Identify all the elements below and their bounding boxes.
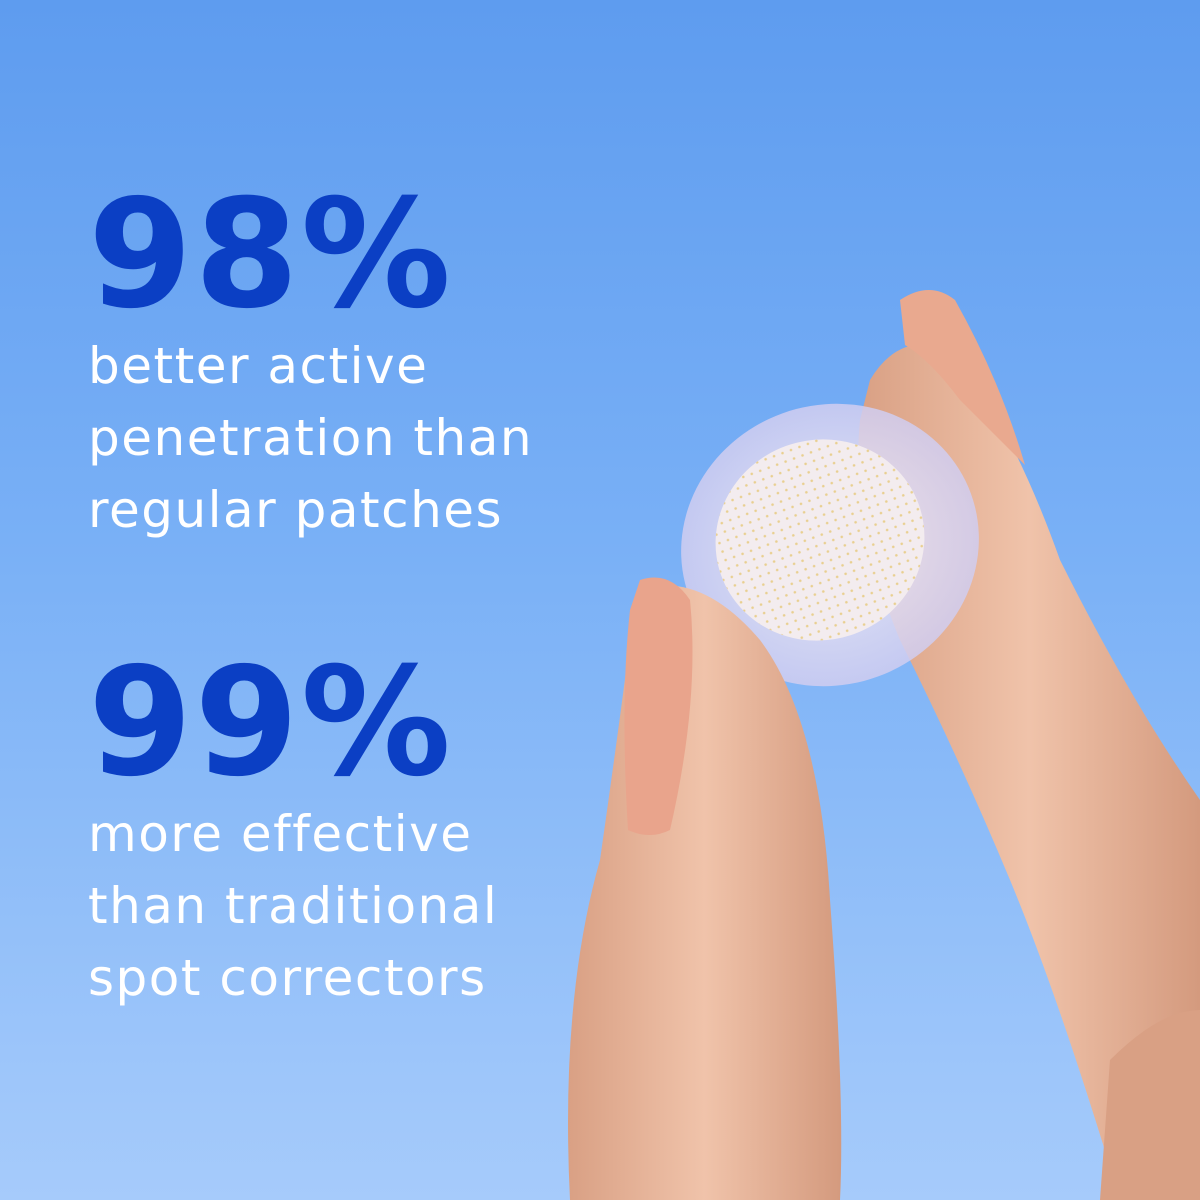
index-fingernail (900, 290, 1025, 465)
stat-description-line: regular patches (88, 481, 504, 539)
stat-99: 99% more effective than traditional spot… (88, 648, 498, 1014)
knuckle (1100, 1010, 1200, 1200)
stat-98: 98% better active penetration than regul… (88, 180, 533, 546)
stat-description-line: better active (88, 337, 429, 395)
stat-description-line: penetration than (88, 409, 534, 467)
stat-description-line: more effective (88, 805, 473, 863)
stat-description-line: spot correctors (88, 949, 487, 1007)
stat-value: 98% (88, 168, 454, 342)
stat-description-line: than traditional (88, 877, 499, 935)
stat-value: 99% (88, 636, 454, 810)
thumb-nail (624, 577, 693, 835)
